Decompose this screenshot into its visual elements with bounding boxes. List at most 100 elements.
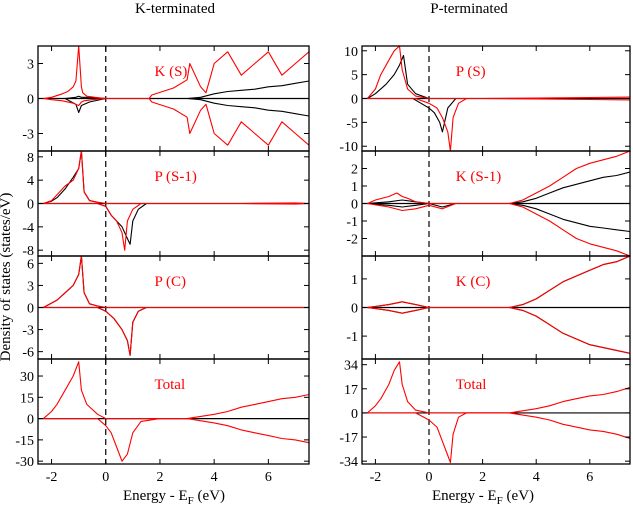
x-tick-label: 6: [265, 470, 272, 485]
y-tick-label: 0: [351, 198, 358, 213]
series-line-red-down: [43, 202, 309, 251]
y-tick-label: 0: [27, 93, 34, 108]
y-tick-label: 0: [351, 93, 358, 108]
y-tick-label: -17: [339, 431, 358, 446]
x-axis-label-right: Energy - EF (eV): [432, 488, 534, 507]
panel: 3 0 -3 K (S): [22, 45, 310, 152]
panel-label: P (C): [155, 274, 187, 290]
y-tick-label: 34: [344, 359, 358, 374]
series-line-red: [367, 256, 630, 309]
panel-label: Total: [456, 377, 487, 393]
series-line-red-down: [367, 202, 630, 256]
y-tick-label: 3: [27, 279, 34, 294]
panel-label: K (S): [155, 64, 188, 80]
panel-label: K (C): [456, 274, 491, 290]
y-tick-label: 0: [27, 413, 34, 428]
y-tick-label: 17: [344, 383, 358, 398]
x-tick-label: 2: [479, 470, 486, 485]
y-tick-label: -3: [22, 324, 34, 339]
panel-label: P (S): [456, 64, 486, 80]
panel: 10 5 0 -5 -10 P (S): [339, 45, 631, 155]
column-title-p-terminated: P-terminated: [430, 1, 508, 17]
series-line-red-down: [367, 97, 630, 151]
series-line-red: [367, 361, 630, 414]
y-tick-label: 2: [351, 163, 358, 178]
x-tick-label: 0: [102, 470, 109, 485]
y-tick-label: -2: [346, 233, 358, 248]
y-tick-label: -34: [339, 455, 358, 470]
series-line-black-down: [43, 306, 309, 356]
series-line-red: [43, 46, 309, 100]
y-tick-label: -10: [339, 140, 358, 155]
panel-plot: [38, 46, 309, 151]
y-tick-label: 15: [20, 391, 34, 406]
column-title-k-terminated: K-terminated: [135, 1, 215, 17]
y-tick-label: 0: [27, 198, 34, 213]
y-tick-label: 0: [351, 302, 358, 317]
x-tick-label: 0: [426, 470, 433, 485]
panel-frame: [37, 358, 310, 465]
svg-text:Energy - EF (eV): Energy - EF (eV): [123, 488, 225, 507]
panel-plot: [362, 359, 630, 464]
y-tick-label: -15: [15, 434, 34, 449]
x-tick-label: -2: [370, 470, 382, 485]
series-line-red-down: [43, 306, 309, 356]
series-line-black: [367, 54, 630, 100]
plot-area: 30-3K (S)840-4-8P (S-1)630-3-6P (C)30150…: [15, 45, 631, 485]
y-tick-label: -8: [22, 244, 34, 259]
panel-plot: [362, 46, 630, 151]
x-tick-label: 4: [211, 470, 218, 485]
x-tick-label: 4: [533, 470, 540, 485]
y-axis-label: Density of states (states/eV): [0, 193, 14, 362]
y-tick-label: 1: [351, 180, 358, 195]
x-tick-label: 6: [586, 470, 593, 485]
series-line-black: [367, 256, 630, 309]
series-line-red: [366, 46, 630, 100]
series-line-red: [43, 361, 309, 420]
panel-frame: [361, 358, 631, 465]
series-line-black: [367, 171, 630, 205]
panel: 2 1 0 -1 -2 K (S-1): [346, 150, 631, 257]
panel-plot: [362, 151, 630, 256]
panel-label: K (S-1): [456, 169, 501, 185]
series-line-black-down: [43, 202, 309, 245]
x-tick-label: 2: [156, 470, 163, 485]
y-tick-label: -4: [22, 221, 34, 236]
series-line-red-down: [43, 97, 309, 146]
y-tick-label: -3: [22, 128, 34, 143]
series-line-black-down: [367, 97, 630, 133]
y-tick-label: -30: [15, 455, 34, 470]
series-line-red-down: [367, 412, 630, 464]
y-tick-label: 8: [27, 151, 34, 166]
panel-plot: [38, 151, 309, 256]
series-line-black-down: [367, 306, 630, 354]
panel-plot: [38, 359, 309, 464]
panel: 6 3 0 -3 -6 P (C): [22, 255, 310, 361]
y-tick-label: -1: [346, 215, 358, 230]
svg-text:Energy - EF (eV): Energy - EF (eV): [432, 488, 534, 507]
y-tick-label: 30: [20, 370, 34, 385]
y-tick-label: -1: [346, 330, 358, 345]
chart-k-terminated: 30-3K (S)840-4-8P (S-1)630-3-6P (C)30150…: [15, 45, 310, 485]
series-line-red: [43, 256, 309, 309]
x-tick-label: -2: [46, 470, 58, 485]
y-tick-label: -5: [346, 116, 358, 131]
series-line-red-down: [367, 306, 630, 354]
series-line-black-down: [367, 202, 630, 233]
y-tick-label: 6: [27, 257, 34, 272]
y-tick-label: 4: [27, 174, 34, 189]
panel-plot: [362, 256, 630, 359]
y-tick-label: 1: [351, 273, 358, 288]
panel: 1 0 -1 K (C): [346, 255, 631, 360]
y-tick-label: 10: [344, 45, 358, 60]
y-tick-label: 3: [27, 58, 34, 73]
y-tick-label: 5: [351, 69, 358, 84]
x-axis-label-left: Energy - EF (eV): [123, 488, 225, 507]
panel-label: P (S-1): [155, 169, 197, 185]
series-line-black: [43, 80, 309, 100]
panel-plot: [38, 256, 309, 359]
series-line-black-down: [43, 97, 309, 117]
panel-label: Total: [155, 377, 186, 393]
y-tick-label: 0: [27, 302, 34, 317]
